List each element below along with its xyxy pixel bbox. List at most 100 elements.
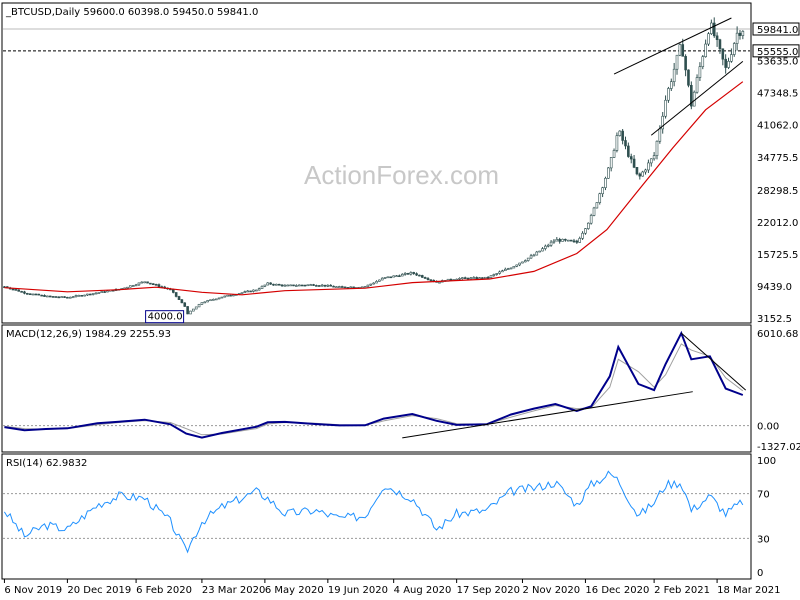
candle-body xyxy=(60,296,63,298)
candle-body xyxy=(283,284,287,287)
candle-body xyxy=(97,292,101,294)
candle-body xyxy=(549,241,553,246)
low-annotation: 4000.0 xyxy=(148,312,183,323)
candle-body xyxy=(724,58,727,68)
candle-body xyxy=(598,193,602,203)
candle-body xyxy=(403,273,407,275)
candle-body xyxy=(91,293,95,295)
candle-body xyxy=(395,275,398,278)
candle-body xyxy=(154,284,158,286)
candle-body xyxy=(638,173,642,177)
candle-body xyxy=(690,84,693,107)
candle-body xyxy=(277,283,281,286)
candle-body xyxy=(735,32,739,44)
x-axis: 6 Nov 2019 20 Dec 2019 6 Feb 2020 23 Mar 20… xyxy=(3,579,780,596)
x-axis-tick-label: 17 Sep 2020 xyxy=(457,585,520,596)
candle-body xyxy=(569,239,573,242)
candle-body xyxy=(386,276,390,279)
candle-body xyxy=(289,284,292,287)
candle-body xyxy=(586,222,590,229)
x-axis-tick-label: 16 Dec 2020 xyxy=(585,585,649,596)
watermark: ActionForex.com xyxy=(304,160,499,190)
candle-body xyxy=(71,296,75,299)
x-axis-tick-label: 2 Nov 2020 xyxy=(522,585,580,596)
candle-body xyxy=(335,286,338,288)
candle-body xyxy=(409,272,413,275)
candle-body xyxy=(249,290,252,293)
candle-body xyxy=(312,284,315,286)
macd-axis-tick: 6010.68 xyxy=(757,329,798,340)
price-axis-tick: 34775.5 xyxy=(757,153,798,164)
candle-body xyxy=(131,285,135,287)
channel-trend-line xyxy=(650,60,744,136)
candle-body xyxy=(566,239,570,242)
candle-body xyxy=(532,254,536,257)
candle-body xyxy=(538,250,541,253)
candle-body xyxy=(635,167,639,175)
candle-body xyxy=(398,275,401,278)
candle-body xyxy=(378,279,381,282)
candle-body xyxy=(34,293,38,296)
candle-body xyxy=(252,289,255,292)
price-header: _BTCUSD,Daily 59600.0 60398.0 59450.0 59… xyxy=(5,7,258,18)
candle-body xyxy=(337,286,341,288)
candle-body xyxy=(429,279,433,281)
candle-body xyxy=(561,238,564,242)
candle-body xyxy=(54,296,58,298)
candle-body xyxy=(501,270,504,273)
channel-trend-line xyxy=(613,17,732,75)
candle-body xyxy=(375,281,378,284)
candle-body xyxy=(481,277,484,279)
candle-body xyxy=(595,202,599,209)
candle-body xyxy=(300,284,304,287)
candle-body xyxy=(197,304,201,308)
candle-body xyxy=(343,286,347,289)
candle-body xyxy=(589,215,593,224)
candle-body xyxy=(77,295,81,297)
candle-body xyxy=(618,130,622,136)
candle-body xyxy=(192,308,195,312)
candle-body xyxy=(220,296,224,299)
candle-body xyxy=(369,283,373,286)
candle-body xyxy=(157,284,161,287)
x-axis-tick-label: 6 Nov 2019 xyxy=(4,585,62,596)
candle-body xyxy=(326,284,330,287)
candle-body xyxy=(675,54,679,70)
candle-body xyxy=(323,284,327,287)
candle-body xyxy=(40,294,43,297)
candle-body xyxy=(275,283,278,286)
candle-body xyxy=(303,284,307,287)
candle-body xyxy=(317,285,321,287)
candle-body xyxy=(503,268,507,272)
candle-body xyxy=(524,260,527,263)
candle-body xyxy=(712,22,716,37)
candle-body xyxy=(707,33,710,45)
candle-body xyxy=(320,284,324,287)
candle-body xyxy=(526,257,530,261)
macd-trend-line xyxy=(680,332,747,391)
candle-body xyxy=(177,296,181,300)
candle-body xyxy=(23,291,26,294)
candle-body xyxy=(715,35,719,41)
candle-body xyxy=(37,293,41,296)
macd-axis-tick: -1327.02 xyxy=(757,442,800,453)
candle-body xyxy=(492,274,496,276)
candle-body xyxy=(212,299,215,301)
level-label: 55555.0 xyxy=(757,47,798,58)
candle-body xyxy=(512,265,516,269)
candle-body xyxy=(400,274,404,277)
candle-body xyxy=(86,293,89,296)
candle-body xyxy=(246,290,250,293)
rsi-line xyxy=(3,470,744,554)
candle-body xyxy=(415,273,418,276)
candle-body xyxy=(664,99,667,117)
candle-body xyxy=(546,244,550,247)
candle-body xyxy=(604,177,607,188)
candle-body xyxy=(535,251,539,256)
candle-body xyxy=(506,268,510,270)
price-label-box xyxy=(752,22,800,36)
candle-body xyxy=(171,289,175,293)
candle-body xyxy=(126,286,129,289)
price-axis-tick: 47348.5 xyxy=(757,89,798,100)
